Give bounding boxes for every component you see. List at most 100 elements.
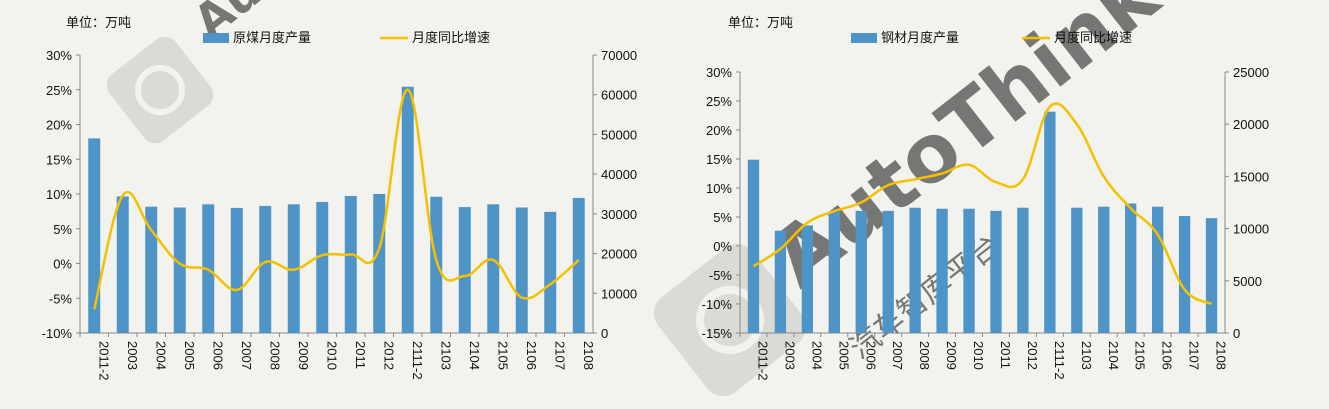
watermark-logo-icon bbox=[101, 31, 219, 149]
left-tick-label: -10% bbox=[702, 297, 733, 312]
bar bbox=[345, 196, 357, 333]
x-tick-label: 2012 bbox=[381, 341, 396, 370]
bar bbox=[802, 225, 813, 333]
left-tick-label: -5% bbox=[49, 291, 73, 306]
bar bbox=[748, 160, 759, 333]
bar bbox=[231, 208, 243, 333]
x-tick-label: 2008 bbox=[917, 341, 932, 370]
x-tick-label: 2106 bbox=[1160, 341, 1175, 370]
left-tick-label: 20% bbox=[706, 123, 732, 138]
x-tick-label: 2006 bbox=[210, 341, 225, 370]
right-tick-label: 15000 bbox=[1233, 169, 1269, 184]
left-tick-label: 30% bbox=[706, 65, 732, 80]
legend-bar-swatch bbox=[203, 33, 229, 43]
legend-line-label: 月度同比增速 bbox=[1054, 30, 1132, 45]
x-tick-label: 2008 bbox=[267, 341, 282, 370]
x-tick-label: 2005 bbox=[182, 341, 197, 370]
x-tick-label: 2106 bbox=[524, 341, 539, 370]
bar bbox=[459, 207, 471, 333]
left-tick-label: 10% bbox=[46, 187, 72, 202]
left-tick-label: 15% bbox=[706, 152, 732, 167]
bar bbox=[316, 202, 328, 333]
unit-label: 单位：万吨 bbox=[728, 15, 793, 30]
x-tick-label: 2011-2 bbox=[755, 341, 770, 381]
unit-label: 单位：万吨 bbox=[66, 15, 131, 30]
x-tick-label: 2105 bbox=[495, 341, 510, 370]
x-tick-label: 2107 bbox=[1187, 341, 1202, 370]
left-tick-label: 5% bbox=[713, 210, 732, 225]
right-tick-label: 30000 bbox=[601, 207, 637, 222]
x-tick-label: 2007 bbox=[239, 341, 254, 370]
right-tick-label: 5000 bbox=[1233, 274, 1262, 289]
bar bbox=[909, 208, 920, 333]
x-tick-label: 2011-2 bbox=[96, 341, 111, 381]
left-tick-label: -15% bbox=[702, 326, 733, 341]
bar bbox=[1179, 216, 1190, 333]
legend-bar-label: 钢材月度产量 bbox=[881, 30, 959, 45]
x-tick-label: 2104 bbox=[467, 341, 482, 370]
bar bbox=[963, 209, 974, 333]
x-tick-label: 2103 bbox=[438, 341, 453, 370]
x-tick-label: 2012 bbox=[1025, 341, 1040, 370]
x-tick-label: 2108 bbox=[581, 341, 596, 370]
x-tick-label: 2104 bbox=[1106, 341, 1121, 370]
bar bbox=[1044, 112, 1055, 333]
x-tick-label: 2004 bbox=[809, 341, 824, 370]
right-tick-label: 70000 bbox=[601, 48, 637, 63]
bar bbox=[402, 87, 414, 333]
bar bbox=[1098, 207, 1109, 333]
x-tick-label: 2004 bbox=[153, 341, 168, 370]
right-tick-label: 40000 bbox=[601, 167, 637, 182]
left-tick-label: 20% bbox=[46, 118, 72, 133]
x-tick-label: 2007 bbox=[890, 341, 905, 370]
left-tick-label: 5% bbox=[53, 222, 72, 237]
x-tick-label: 2003 bbox=[125, 341, 140, 370]
x-tick-label: 2006 bbox=[863, 341, 878, 370]
bar bbox=[259, 206, 271, 333]
bar bbox=[117, 196, 129, 333]
bar bbox=[883, 211, 894, 333]
right-tick-label: 50000 bbox=[601, 127, 637, 142]
right-tick-label: 60000 bbox=[601, 88, 637, 103]
bar bbox=[829, 212, 840, 333]
x-tick-label: 2108 bbox=[1214, 341, 1229, 370]
right-tick-label: 10000 bbox=[601, 286, 637, 301]
bar bbox=[487, 204, 499, 333]
bar bbox=[544, 212, 556, 333]
left-tick-label: 30% bbox=[46, 48, 72, 63]
bar bbox=[516, 208, 528, 333]
bar bbox=[430, 197, 442, 333]
x-tick-label: 2005 bbox=[836, 341, 851, 370]
right-tick-label: 0 bbox=[601, 326, 608, 341]
bar bbox=[936, 209, 947, 333]
bar bbox=[990, 211, 1001, 333]
bar bbox=[1206, 218, 1217, 333]
bar bbox=[1071, 208, 1082, 333]
x-tick-label: 2010 bbox=[324, 341, 339, 370]
bar bbox=[856, 211, 867, 333]
left-tick-label: -5% bbox=[709, 268, 733, 283]
bar bbox=[174, 208, 186, 333]
left-tick-label: -10% bbox=[42, 326, 73, 341]
x-tick-label: 2009 bbox=[296, 341, 311, 370]
x-tick-label: 2003 bbox=[782, 341, 797, 370]
bar bbox=[1017, 208, 1028, 333]
x-tick-label: 2111-2 bbox=[1052, 341, 1067, 380]
right-tick-label: 0 bbox=[1233, 326, 1240, 341]
left-tick-label: 0% bbox=[53, 257, 72, 272]
bar bbox=[373, 194, 385, 333]
left-tick-label: 0% bbox=[713, 239, 732, 254]
x-tick-label: 2011 bbox=[353, 341, 368, 369]
x-tick-label: 2011 bbox=[998, 341, 1013, 369]
left-tick-label: 15% bbox=[46, 152, 72, 167]
right-tick-label: 25000 bbox=[1233, 65, 1269, 80]
bar bbox=[1125, 204, 1136, 333]
legend-bar-swatch bbox=[851, 33, 877, 43]
left-tick-label: 10% bbox=[706, 181, 732, 196]
right-tick-label: 20000 bbox=[601, 247, 637, 262]
x-tick-label: 2107 bbox=[552, 341, 567, 370]
right-tick-label: 20000 bbox=[1233, 117, 1269, 132]
x-tick-label: 2103 bbox=[1079, 341, 1094, 370]
x-tick-label: 2010 bbox=[971, 341, 986, 370]
